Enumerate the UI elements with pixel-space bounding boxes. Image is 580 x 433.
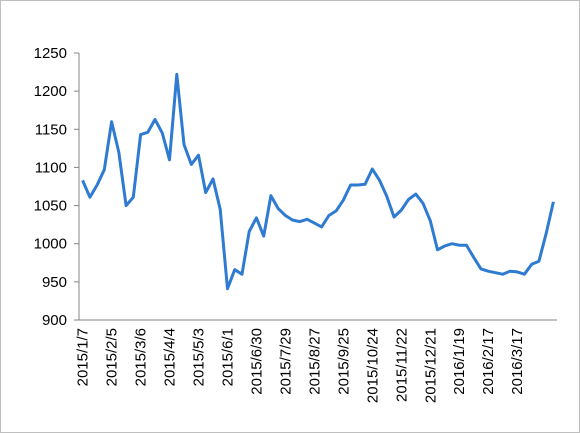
y-tick-label: 900 [42, 312, 67, 329]
x-tick-label: 2015/2/5 [104, 328, 121, 386]
y-tick-label: 1200 [34, 83, 67, 100]
x-tick-label: 2015/12/21 [422, 328, 439, 403]
x-tick-label: 2015/7/29 [277, 328, 294, 395]
y-tick-label: 1150 [35, 121, 67, 138]
y-tick-label: 950 [42, 274, 67, 291]
x-tick-label: 2015/9/25 [335, 328, 352, 395]
x-tick-label: 2016/2/17 [480, 328, 497, 395]
x-tick-label: 2015/11/22 [393, 328, 410, 402]
x-tick-label: 2015/3/6 [133, 328, 150, 386]
y-tick-label: 1100 [35, 159, 67, 176]
x-tick-label: 2015/1/7 [75, 328, 92, 386]
x-tick-label: 2015/8/27 [306, 328, 323, 395]
y-tick-label: 1250 [34, 45, 67, 62]
x-tick-label: 2015/10/24 [364, 328, 381, 403]
x-tick-label: 2016/1/19 [451, 328, 468, 395]
data-line [81, 72, 555, 291]
x-tick-label: 2015/6/1 [219, 328, 236, 386]
x-tick-label: 2015/5/3 [191, 328, 208, 386]
y-tick-label: 1000 [34, 236, 67, 253]
x-tick-label: 2016/3/17 [509, 328, 526, 395]
x-tick-label: 2015/6/30 [248, 328, 265, 395]
y-tick-label: 1050 [34, 198, 67, 215]
x-tick-label: 2015/4/4 [162, 328, 179, 386]
